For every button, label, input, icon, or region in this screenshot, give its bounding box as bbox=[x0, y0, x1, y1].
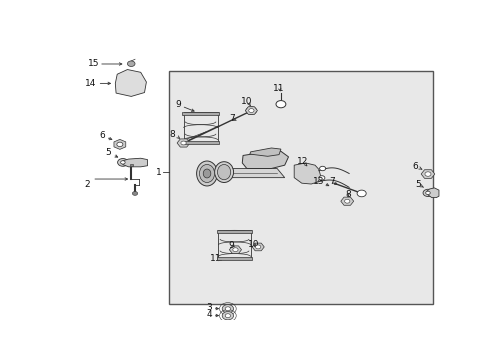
Circle shape bbox=[422, 189, 432, 197]
Circle shape bbox=[232, 248, 238, 252]
Text: 13: 13 bbox=[312, 177, 324, 186]
Polygon shape bbox=[426, 188, 438, 198]
Circle shape bbox=[318, 176, 324, 180]
Text: 6: 6 bbox=[99, 131, 105, 140]
Text: 9: 9 bbox=[227, 240, 233, 249]
Text: 9: 9 bbox=[175, 100, 181, 109]
Circle shape bbox=[127, 61, 135, 67]
Bar bbox=[218, 230, 250, 260]
Polygon shape bbox=[242, 151, 288, 168]
Text: 11: 11 bbox=[209, 253, 221, 262]
Text: 6: 6 bbox=[412, 162, 418, 171]
Circle shape bbox=[222, 311, 233, 320]
Polygon shape bbox=[115, 69, 146, 96]
Bar bbox=[129, 164, 132, 166]
Polygon shape bbox=[114, 139, 125, 149]
Polygon shape bbox=[294, 163, 320, 184]
Ellipse shape bbox=[217, 165, 230, 180]
Text: 7: 7 bbox=[328, 177, 334, 186]
Circle shape bbox=[121, 161, 125, 164]
Ellipse shape bbox=[214, 162, 233, 183]
Text: 12: 12 bbox=[296, 157, 307, 166]
Circle shape bbox=[425, 191, 429, 194]
Circle shape bbox=[248, 109, 253, 112]
Text: 14: 14 bbox=[85, 79, 96, 88]
Text: 4: 4 bbox=[205, 310, 211, 319]
Text: 7: 7 bbox=[228, 113, 234, 122]
Polygon shape bbox=[420, 170, 434, 178]
Bar bbox=[182, 112, 218, 115]
Circle shape bbox=[181, 141, 186, 145]
Text: 5: 5 bbox=[414, 180, 420, 189]
Text: 10: 10 bbox=[247, 240, 259, 249]
Circle shape bbox=[225, 314, 230, 318]
Bar bbox=[182, 141, 218, 144]
Ellipse shape bbox=[203, 169, 210, 178]
Text: 3: 3 bbox=[205, 303, 211, 312]
Bar bbox=[169, 71, 432, 304]
Circle shape bbox=[319, 166, 325, 171]
Circle shape bbox=[132, 192, 138, 195]
Circle shape bbox=[356, 190, 366, 197]
Polygon shape bbox=[249, 148, 280, 156]
Polygon shape bbox=[245, 107, 257, 114]
Polygon shape bbox=[122, 158, 147, 167]
Circle shape bbox=[275, 100, 285, 108]
Circle shape bbox=[424, 172, 430, 176]
Circle shape bbox=[222, 305, 233, 313]
Circle shape bbox=[245, 107, 256, 114]
Circle shape bbox=[225, 307, 230, 311]
Ellipse shape bbox=[196, 161, 217, 186]
Text: 10: 10 bbox=[241, 97, 252, 106]
Text: 8: 8 bbox=[345, 190, 350, 199]
Text: 1: 1 bbox=[156, 168, 162, 177]
Text: 8: 8 bbox=[169, 130, 175, 139]
Polygon shape bbox=[252, 243, 264, 251]
Polygon shape bbox=[340, 197, 353, 205]
Bar bbox=[217, 230, 251, 233]
Circle shape bbox=[344, 199, 349, 203]
Bar bbox=[183, 112, 217, 143]
Circle shape bbox=[255, 245, 260, 249]
Polygon shape bbox=[229, 246, 241, 253]
Ellipse shape bbox=[199, 165, 214, 183]
Text: 2: 2 bbox=[84, 180, 90, 189]
Bar bbox=[217, 257, 251, 260]
Circle shape bbox=[117, 142, 122, 147]
Text: 5: 5 bbox=[105, 148, 111, 157]
Polygon shape bbox=[177, 139, 189, 147]
Text: 15: 15 bbox=[87, 59, 99, 68]
Text: 11: 11 bbox=[273, 84, 284, 93]
Polygon shape bbox=[205, 168, 284, 177]
Circle shape bbox=[117, 158, 128, 166]
Circle shape bbox=[248, 109, 253, 112]
